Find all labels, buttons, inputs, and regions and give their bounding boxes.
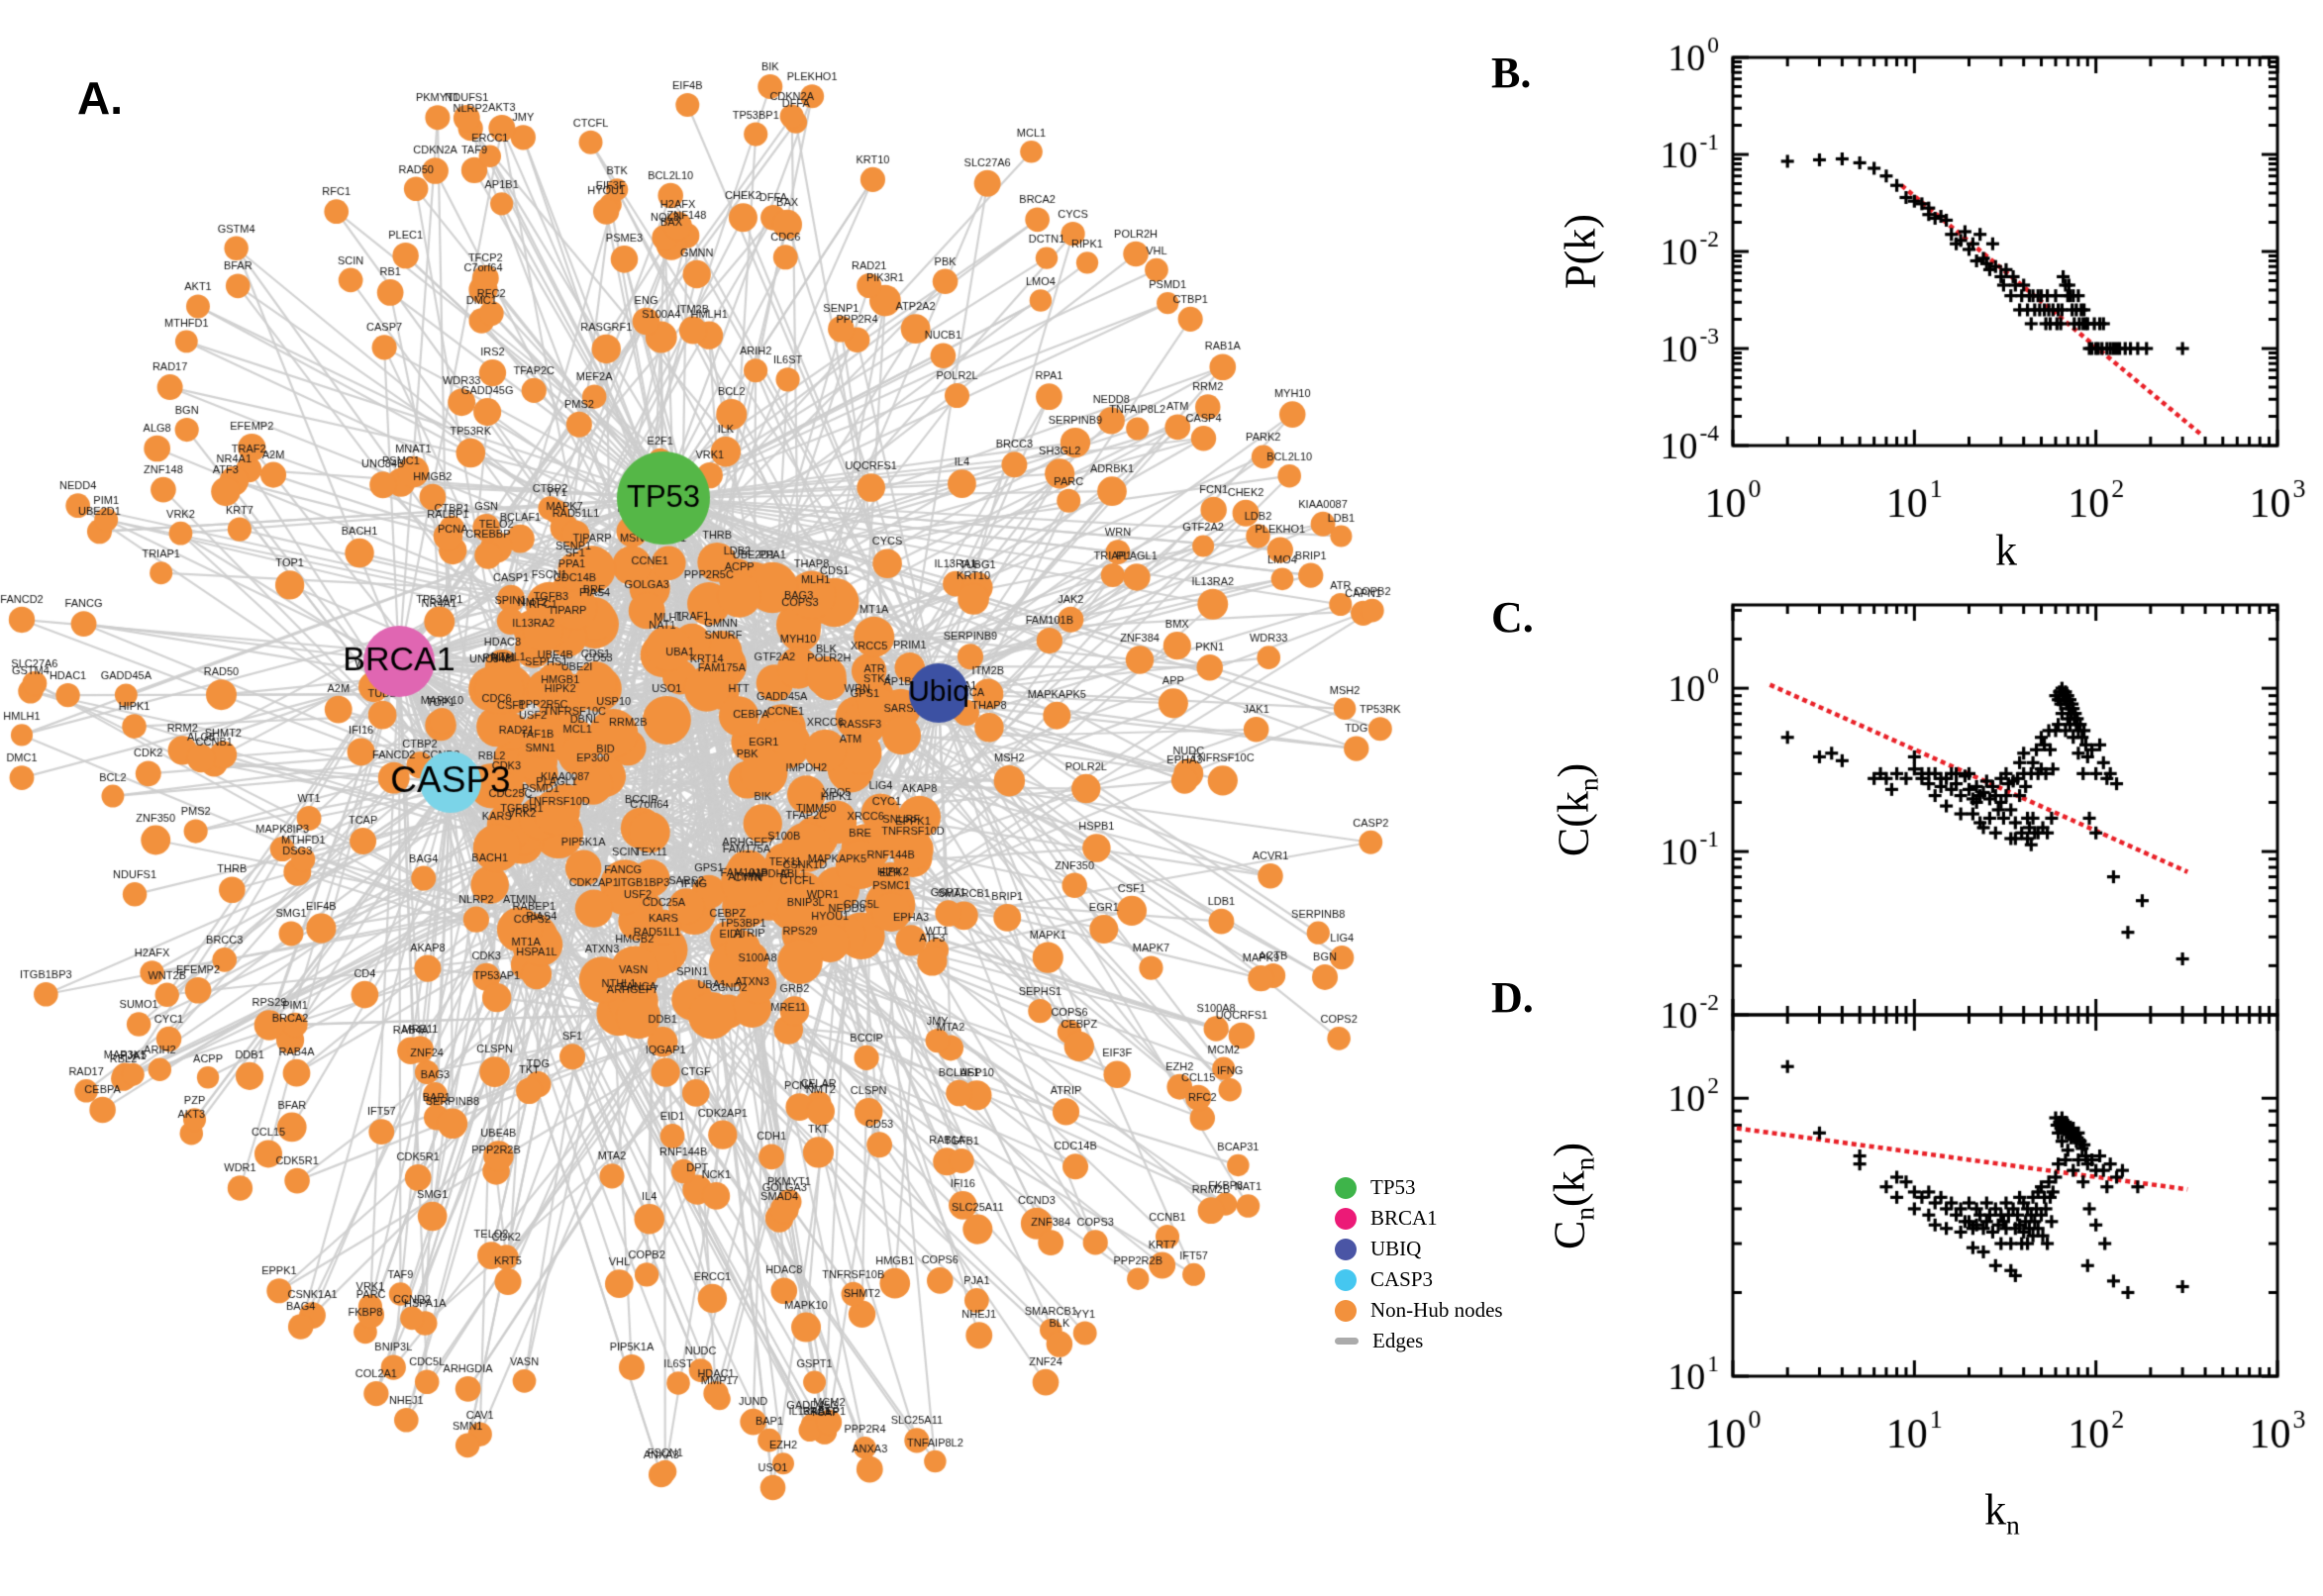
panel-c-y-axis-title: C(kn): [1549, 762, 1604, 857]
network-canvas: [0, 0, 1485, 1596]
panel-c-label: C.: [1491, 593, 1534, 642]
legend-item-casp3: CASP3: [1335, 1264, 1503, 1295]
panel-b-y-axis-text: P(k): [1556, 214, 1605, 289]
panel-d-y-axis-title: Cn(kn): [1545, 1143, 1600, 1249]
panel-b-x-axis-title: k: [1995, 526, 2017, 576]
panel-b-y-axis-title: P(k): [1556, 214, 1606, 289]
casp3-node-icon: [1335, 1268, 1357, 1291]
panel-d-label: D.: [1491, 973, 1534, 1022]
legend: TP53 BRCA1 UBIQ CASP3 Non-Hub nodes Edge…: [1335, 1172, 1503, 1356]
charts-canvas: [1485, 0, 2323, 1596]
legend-item-nonhub: Non-Hub nodes: [1335, 1295, 1503, 1326]
edge-icon: [1335, 1338, 1359, 1345]
legend-item-tp53: TP53: [1335, 1172, 1503, 1203]
panel-a-label: A.: [77, 72, 123, 124]
legend-item-edges: Edges: [1335, 1326, 1503, 1356]
panel-d-x-axis-title: kn: [1984, 1485, 2020, 1541]
ubiq-node-icon: [1335, 1238, 1357, 1260]
panel-b-x-axis-text: k: [1995, 526, 2017, 575]
legend-item-brca1: BRCA1: [1335, 1203, 1503, 1234]
panel-b-label: B.: [1491, 49, 1532, 97]
legend-item-ubiq: UBIQ: [1335, 1234, 1503, 1264]
nonhub-node-icon: [1335, 1299, 1357, 1322]
tp53-node-icon: [1335, 1176, 1357, 1199]
brca1-node-icon: [1335, 1207, 1357, 1230]
